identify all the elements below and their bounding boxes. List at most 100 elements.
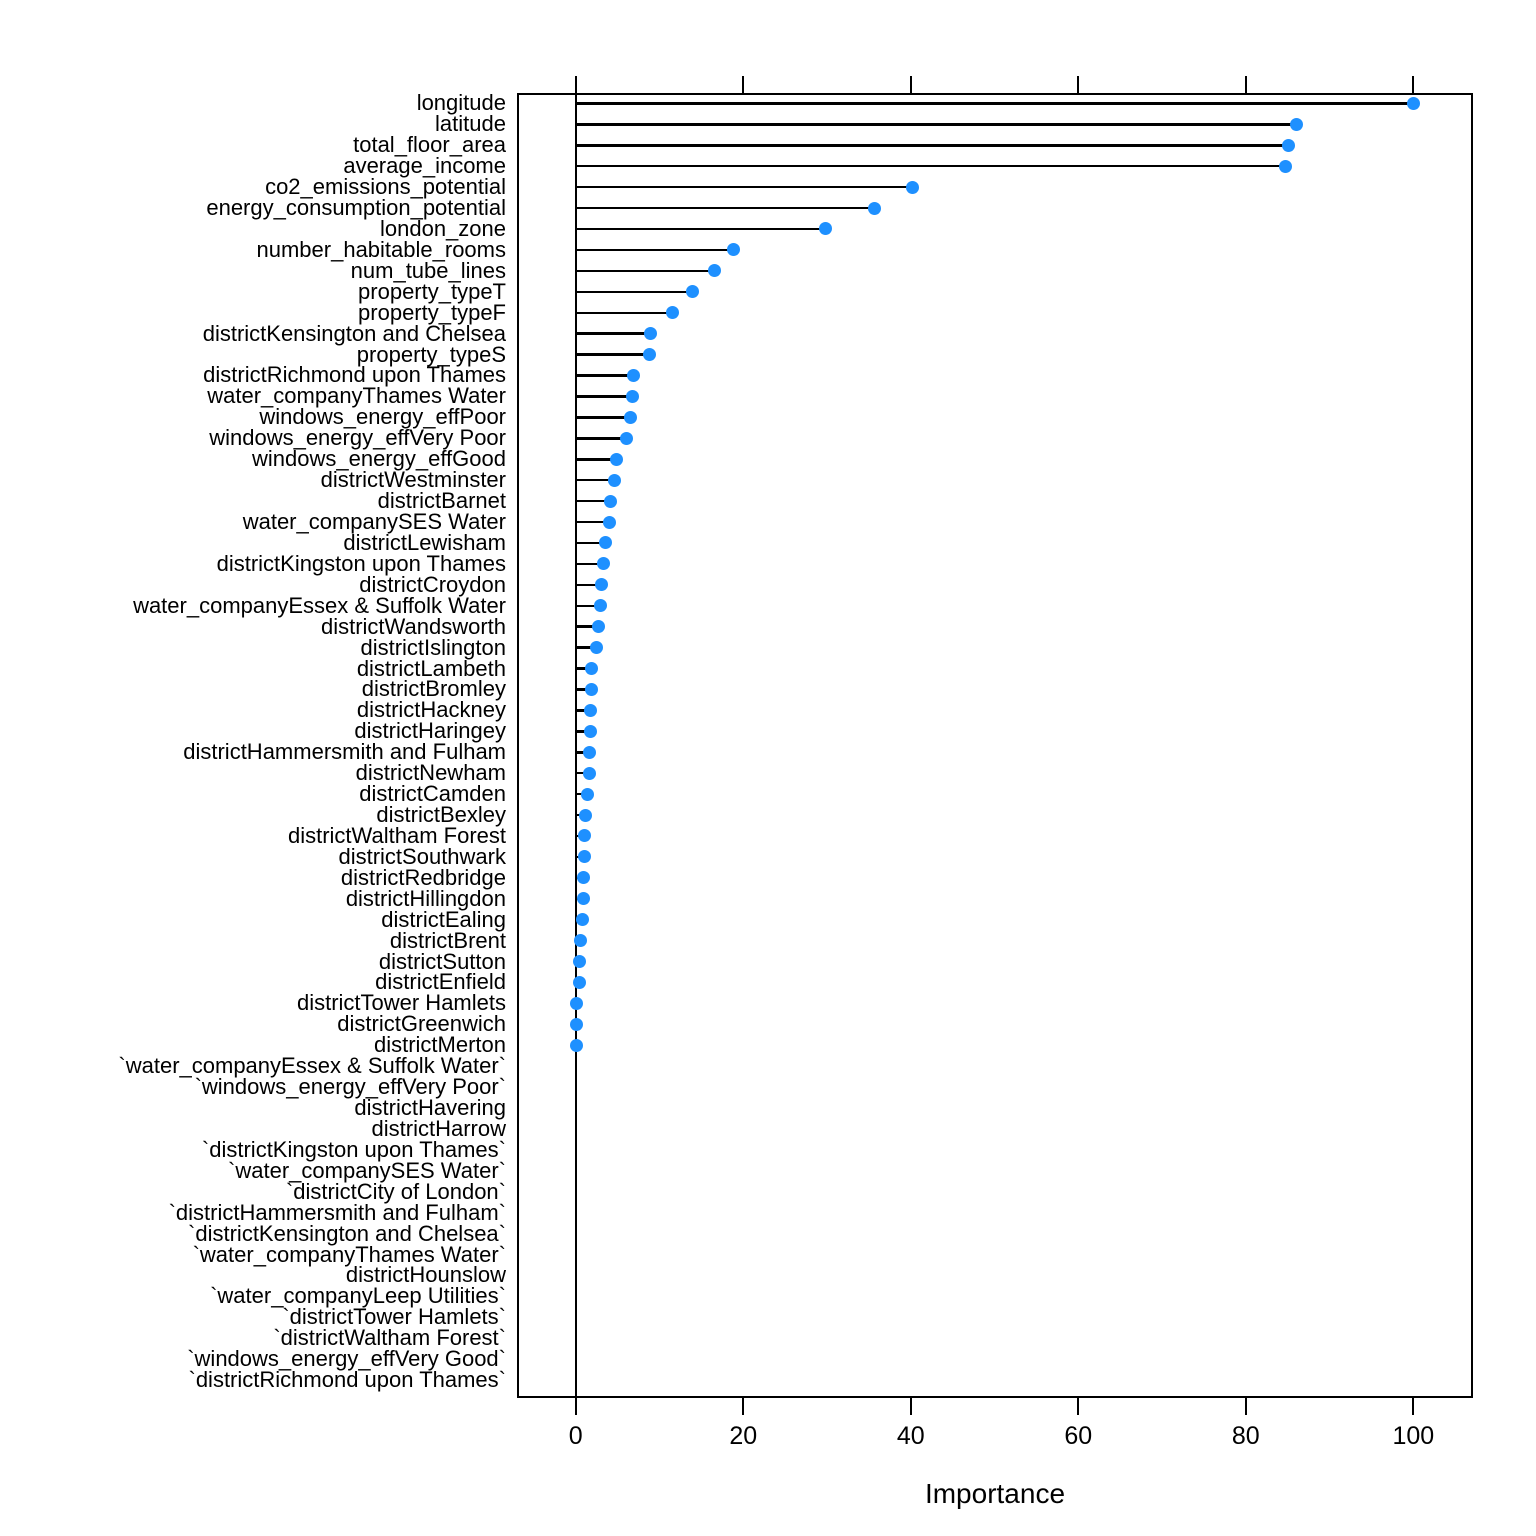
y-axis-label: districtBarnet (377, 488, 506, 514)
stem-line (575, 269, 715, 273)
data-point-dot (620, 431, 634, 445)
axis-tick (1244, 76, 1247, 93)
data-point-dot (602, 515, 616, 529)
plot-frame (517, 93, 1473, 1398)
data-point-dot (596, 557, 610, 571)
y-axis-label: `water_companySES Water` (228, 1157, 506, 1183)
stem-line (575, 416, 631, 419)
stem-line (575, 206, 875, 210)
stem-line (575, 583, 602, 587)
data-point-dot (626, 368, 640, 382)
data-point-dot (590, 641, 604, 655)
axis-tick (1077, 76, 1080, 93)
stem-line (575, 353, 650, 356)
stem-line (575, 311, 673, 314)
stem-line (575, 562, 604, 566)
y-axis-label: districtNewham (355, 760, 506, 786)
stem-line (575, 625, 599, 628)
data-point-dot (685, 285, 699, 299)
y-axis-label: districtTower Hamlets (296, 990, 506, 1016)
y-axis-label: districtEnfield (375, 969, 506, 995)
data-point-dot (623, 410, 637, 424)
x-axis-title: Importance (924, 1478, 1066, 1509)
y-axis-label: energy_consumption_potential (206, 195, 506, 221)
y-axis-label: num_tube_lines (350, 257, 506, 283)
data-point-dot (610, 452, 624, 466)
y-axis-label: water_companySES Water (242, 509, 506, 534)
data-point-dot (584, 703, 598, 717)
y-axis-label: districtRedbridge (340, 864, 506, 890)
data-point-dot (582, 766, 596, 780)
y-axis-label: `water_companyThames Water` (192, 1241, 506, 1267)
stem-line (575, 123, 1297, 126)
data-point-dot (666, 306, 680, 320)
data-point-dot (583, 724, 597, 738)
data-point-dot (726, 243, 740, 257)
y-axis-label: districtSutton (378, 948, 506, 974)
stem-line (575, 437, 627, 440)
data-point-dot (570, 1017, 584, 1031)
data-point-dot (580, 787, 594, 801)
y-axis-label: longitude (416, 90, 506, 116)
axis-tick (909, 1398, 912, 1415)
stem-line (575, 730, 591, 733)
data-point-dot (594, 599, 608, 613)
stem-line (575, 751, 590, 754)
y-axis-label: average_income (343, 153, 506, 179)
y-axis-label: districtHaringey (354, 718, 506, 744)
y-axis-label: districtWandsworth (320, 613, 506, 639)
y-axis-label: districtHavering (354, 1095, 506, 1121)
y-axis-label: property_typeT (358, 278, 506, 304)
y-axis-label: districtLewisham (343, 529, 506, 555)
stem-line (575, 771, 590, 775)
y-axis-label: `water_companyEssex & Suffolk Water` (118, 1053, 506, 1079)
y-axis-label: districtEaling (381, 906, 506, 932)
stem-line (575, 667, 592, 670)
x-tick-label: 100 (1392, 1422, 1435, 1450)
y-axis-label: latitude (435, 111, 506, 137)
y-axis-label: water_companyThames Water (207, 383, 506, 409)
data-point-dot (604, 494, 618, 508)
data-point-dot (643, 327, 657, 341)
zero-axis-line (575, 93, 577, 1398)
y-axis-label: districtHillingdon (345, 885, 506, 911)
y-axis-label: districtCroydon (359, 571, 506, 597)
data-point-dot (1282, 138, 1296, 152)
stem-line (575, 248, 734, 252)
axis-tick (909, 76, 912, 93)
y-axis-label: districtIslington (360, 634, 506, 660)
y-axis-label: windows_energy_effGood (252, 446, 506, 472)
stem-line (575, 102, 1414, 105)
y-axis-label: districtKensington and Chelsea (202, 320, 506, 346)
stem-line (575, 185, 913, 189)
axis-tick (1412, 76, 1415, 93)
data-point-dot (818, 222, 832, 236)
data-point-dot (1278, 159, 1292, 173)
y-axis-label: `water_companyLeep Utilities` (210, 1283, 506, 1309)
stem-line (575, 478, 615, 482)
y-axis-label: property_typeF (358, 299, 506, 325)
y-axis-label: districtWestminster (320, 467, 506, 493)
y-axis-label: `districtTower Hamlets` (282, 1304, 506, 1330)
axis-tick (742, 1398, 745, 1415)
data-point-dot (583, 745, 597, 759)
y-axis-label: districtHackney (356, 697, 506, 723)
y-axis-label: windows_energy_effPoor (259, 404, 506, 430)
data-point-dot (570, 996, 584, 1010)
stem-line (575, 164, 1286, 168)
data-point-dot (585, 662, 599, 675)
data-point-dot (569, 1038, 583, 1052)
y-axis-label: districtHammersmith and Fulham (183, 739, 506, 765)
data-point-dot (573, 955, 587, 969)
axis-tick (574, 1398, 577, 1415)
y-axis-label: districtCamden (359, 781, 506, 807)
data-point-dot (1406, 96, 1420, 110)
y-axis-label: districtBexley (376, 802, 506, 828)
data-point-dot (576, 892, 590, 906)
data-point-dot (905, 180, 919, 194)
y-axis-label: `districtRichmond upon Thames` (188, 1367, 507, 1393)
axis-tick (1077, 1398, 1080, 1415)
y-axis-label: districtMerton (373, 1032, 506, 1058)
y-axis-label: districtHounslow (345, 1262, 506, 1288)
